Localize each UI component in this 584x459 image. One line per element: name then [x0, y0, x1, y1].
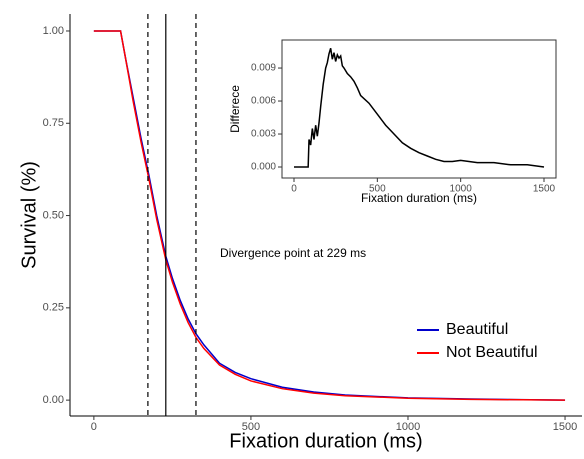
y-axis-label: Survival (%)	[18, 161, 40, 269]
x-tick-label: 1000	[396, 421, 420, 433]
series-line	[93, 30, 566, 401]
annotation: Divergence point at 229 ms	[220, 246, 366, 260]
plot-frame	[281, 39, 557, 179]
y-tick-label: 1.00	[43, 25, 64, 37]
x-axis-label: Fixation duration (ms)	[361, 191, 477, 205]
x-tick-label: 0	[291, 184, 297, 195]
x-tick-label: 500	[242, 421, 260, 433]
y-tick-label: 0.25	[43, 302, 64, 314]
inset-background	[282, 40, 556, 178]
series-line	[294, 48, 545, 168]
x-tick-label: 500	[369, 184, 386, 195]
y-tick-label: 0.50	[43, 209, 64, 221]
y-tick-label: 0.006	[251, 96, 276, 107]
y-tick-label: 0.75	[43, 117, 64, 129]
legend-label: Not Beautiful	[446, 344, 538, 361]
x-axis-label: Fixation duration (ms)	[229, 430, 422, 452]
legend-label: Beautiful	[446, 321, 508, 338]
y-axis-label: Differece	[228, 85, 242, 133]
y-tick-label: 0.000	[251, 162, 276, 173]
x-tick-label: 1500	[533, 184, 556, 195]
y-tick-label: 0.003	[251, 129, 276, 140]
x-tick-label: 1000	[450, 184, 473, 195]
y-tick-label: 0.00	[43, 394, 64, 406]
x-tick-label: 0	[91, 421, 97, 433]
x-tick-label: 1500	[553, 421, 577, 433]
y-tick-label: 0.009	[251, 63, 276, 74]
